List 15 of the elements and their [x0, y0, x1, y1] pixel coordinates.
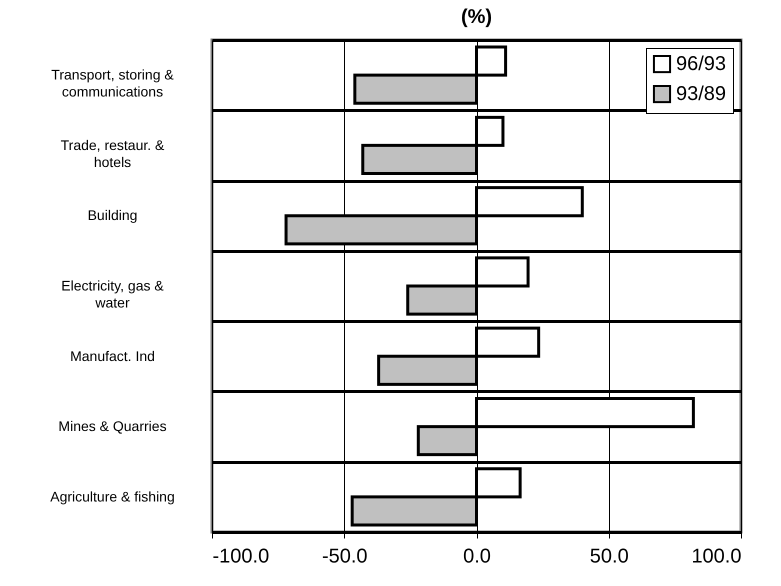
y-tick-label: Trade, restaur. & hotels	[60, 136, 166, 170]
chart-title: (%)	[460, 6, 492, 28]
x-tick-label: 50.0	[590, 546, 629, 568]
x-tick-label: -50.0	[322, 546, 368, 568]
y-tick-label: Electricity, gas & water	[61, 278, 164, 310]
y-tick-label: Agriculture & fishing	[50, 488, 175, 504]
y-tick-label: Mines & Quarries	[58, 418, 167, 434]
y-tick-label: Transport, storing & communications	[51, 66, 174, 100]
legend-label: 93/89	[676, 83, 726, 105]
x-tick-label: 0.0	[463, 546, 491, 568]
x-tick-label: 100.0	[691, 546, 742, 568]
y-tick-label: Building	[88, 207, 138, 224]
x-tick-label: -100.0	[212, 546, 270, 568]
y-tick-label: Manufact. Ind	[70, 348, 155, 364]
legend-label: 96/93	[676, 53, 726, 75]
